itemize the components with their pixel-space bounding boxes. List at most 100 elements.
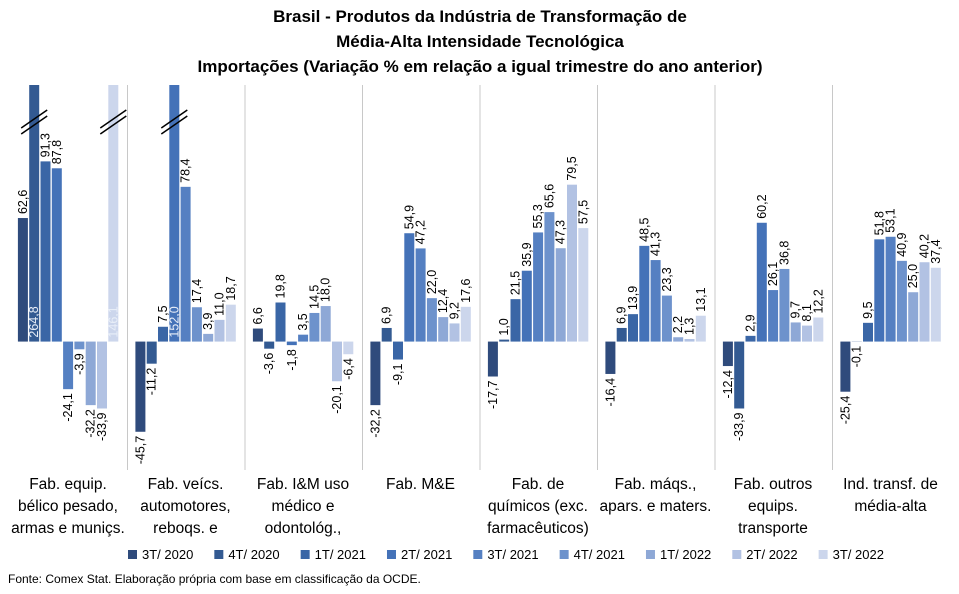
- value-label: -3,6: [262, 353, 276, 375]
- bar: [63, 341, 74, 390]
- bar: [146, 341, 157, 364]
- axis-break: [99, 109, 127, 129]
- legend-swatch: [473, 550, 483, 559]
- legend-label: 2T/ 2021: [401, 547, 452, 562]
- bar: [309, 312, 320, 342]
- bar: [108, 85, 119, 342]
- bar: [51, 168, 62, 342]
- bar: [286, 341, 297, 346]
- value-label: 55,3: [531, 204, 545, 228]
- legend-label: 2T/ 2022: [746, 547, 797, 562]
- bar: [790, 322, 801, 342]
- category-label: Ind. transf. de média-alta: [843, 476, 938, 515]
- bar: [756, 222, 767, 342]
- legend-label: 1T/ 2021: [315, 547, 366, 562]
- value-label: 152,0: [167, 306, 181, 337]
- bar: [97, 341, 107, 409]
- value-label: 78,4: [179, 158, 193, 182]
- bar: [722, 341, 733, 367]
- value-label: 13,9: [626, 286, 640, 310]
- value-label: 6,9: [380, 307, 394, 324]
- value-label: -33,9: [95, 412, 109, 441]
- axis-break: [99, 115, 127, 135]
- value-label: 87,8: [50, 140, 64, 164]
- value-label: 51,8: [872, 211, 886, 235]
- value-label: -17,7: [486, 380, 500, 409]
- value-label: 60,2: [755, 194, 769, 218]
- value-label: 21,5: [509, 271, 523, 295]
- value-label: -1,8: [285, 349, 299, 371]
- bar: [616, 327, 627, 342]
- bar: [381, 327, 392, 342]
- category-label: Fab. de químicos (exc. farmacêuticos): [487, 476, 589, 537]
- bar: [320, 306, 331, 342]
- bar: [661, 295, 672, 342]
- bar: [639, 245, 650, 342]
- bar: [85, 341, 96, 406]
- legend-swatch: [818, 550, 828, 559]
- bar: [802, 325, 812, 342]
- bar: [191, 307, 202, 342]
- value-label: 17,4: [190, 279, 204, 303]
- bar: [684, 339, 695, 342]
- bar: [695, 315, 706, 342]
- category-label: Fab. equip. bélico pesado, armas e muniç…: [11, 476, 125, 537]
- value-label: 3,9: [201, 312, 215, 329]
- value-label: 17,6: [459, 278, 473, 302]
- value-label: 18,7: [224, 276, 238, 300]
- bar: [578, 228, 589, 342]
- bar: [768, 290, 779, 342]
- axis-break: [160, 109, 188, 129]
- value-label: 65,6: [542, 184, 556, 208]
- legend-swatch: [300, 550, 310, 559]
- chart-title: Brasil - Produtos da Indústria de Transf…: [273, 7, 687, 26]
- axis-break: [160, 115, 188, 135]
- legend-swatch: [645, 550, 655, 559]
- value-label: 36,8: [777, 241, 791, 265]
- value-label: 1,3: [683, 318, 697, 335]
- legend-label: 3T/ 2021: [487, 547, 538, 562]
- value-label: 146,1: [106, 306, 120, 337]
- value-label: 6,6: [251, 307, 265, 324]
- value-label: 7,5: [156, 305, 170, 322]
- bar: [919, 262, 930, 342]
- value-label: 37,4: [929, 239, 943, 263]
- value-label: 47,3: [554, 220, 568, 244]
- bar: [908, 292, 919, 342]
- bar: [813, 317, 824, 342]
- bar: [426, 298, 437, 342]
- bar: [874, 239, 885, 342]
- bar: [544, 212, 555, 342]
- value-label: 41,3: [649, 232, 663, 256]
- value-label: 9,7: [789, 301, 803, 318]
- bar: [180, 186, 191, 342]
- bar: [567, 184, 577, 342]
- bar: [449, 323, 460, 342]
- legend-swatch: [559, 550, 569, 559]
- bar: [298, 334, 309, 342]
- value-label: 9,5: [861, 301, 875, 318]
- bar: [393, 341, 403, 360]
- category-label: Fab. M&E: [386, 476, 455, 493]
- bar: [214, 319, 225, 342]
- bar: [203, 333, 214, 342]
- value-label: 8,1: [800, 304, 814, 321]
- value-label: 40,2: [918, 234, 932, 258]
- value-label: -0,1: [850, 346, 864, 368]
- bar: [650, 260, 661, 342]
- legend-label: 3T/ 2020: [142, 547, 193, 562]
- value-label: 2,2: [671, 316, 685, 333]
- value-label: 23,3: [660, 267, 674, 291]
- legend-label: 1T/ 2022: [660, 547, 711, 562]
- value-label: 14,5: [307, 285, 321, 309]
- bar: [29, 85, 40, 342]
- legend-label: 3T/ 2022: [833, 547, 884, 562]
- category-label: Fab. outros equips. transporte: [733, 476, 813, 537]
- value-label: -3,9: [72, 353, 86, 375]
- value-label: 1,0: [497, 318, 511, 335]
- value-label: 9,2: [448, 302, 462, 319]
- value-label: -9,1: [391, 363, 405, 385]
- value-label: 3,5: [296, 313, 310, 330]
- bar: [343, 341, 354, 355]
- bar: [863, 322, 873, 342]
